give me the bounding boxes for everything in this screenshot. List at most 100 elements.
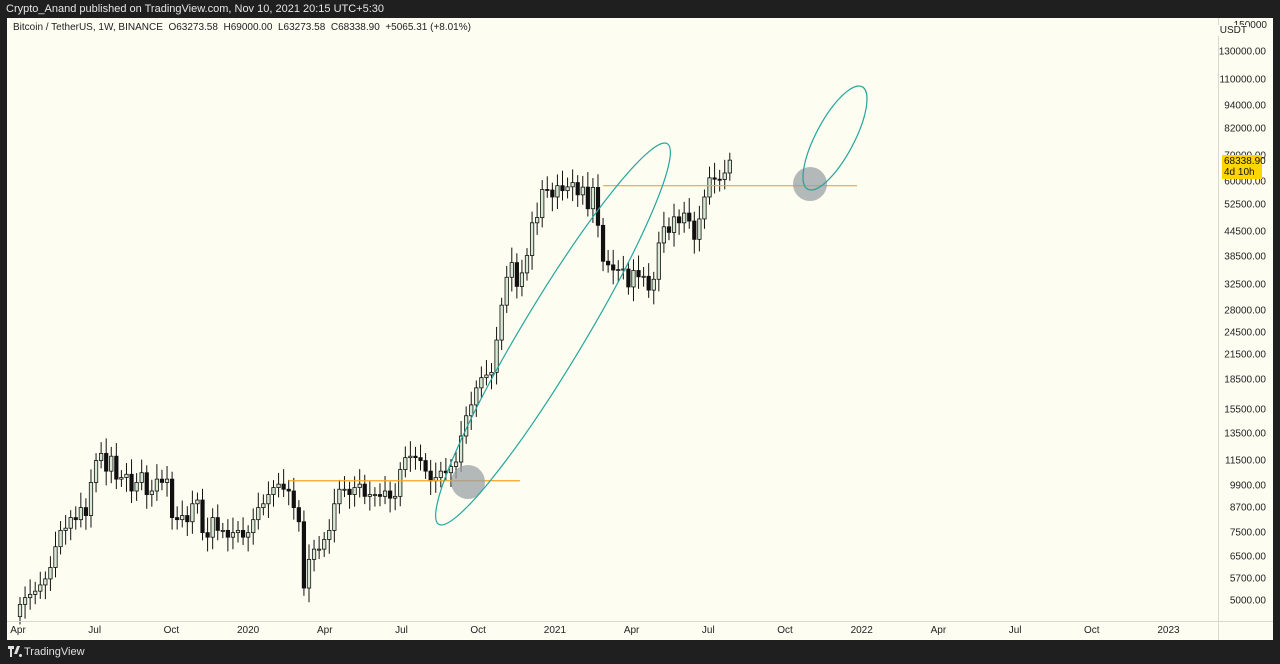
price-tick-label: 8700.00 — [1229, 502, 1266, 514]
candle-down — [291, 490, 296, 509]
candle-up — [489, 371, 494, 376]
price-tick-label: 52500.00 — [1224, 199, 1266, 211]
last-price-value: 68338.90 — [1224, 156, 1266, 167]
candle-down — [205, 532, 210, 538]
candle-up — [180, 515, 185, 521]
time-tick-label: Oct — [470, 625, 486, 636]
candle-down — [286, 488, 291, 492]
candle-up — [311, 548, 317, 560]
price-tick-label: 11500.00 — [1225, 455, 1266, 467]
price-tick-label: 9900.00 — [1229, 480, 1266, 492]
candle-up — [367, 494, 372, 497]
candle-up — [68, 517, 73, 529]
candle-up — [306, 558, 312, 589]
candle-down — [225, 529, 230, 538]
price-chart-canvas[interactable] — [7, 18, 1273, 640]
time-tick-label: 2020 — [236, 625, 260, 636]
time-tick-label: Oct — [777, 625, 793, 636]
candle-up — [499, 304, 504, 341]
projection-ellipse-2021 — [802, 85, 868, 191]
candle-up — [565, 186, 570, 192]
candle-down — [388, 490, 393, 499]
time-tick-label: Apr — [10, 625, 26, 636]
candle-up — [372, 494, 378, 496]
breakout-retest-circle-2021 — [793, 167, 827, 201]
candle-down — [73, 517, 78, 521]
price-axis-separator — [1218, 18, 1219, 640]
candle-up — [58, 529, 63, 548]
candle-down — [626, 268, 631, 288]
time-tick-label: Jul — [88, 625, 102, 636]
candle-up — [109, 455, 114, 472]
price-tick-label: 28000.00 — [1224, 305, 1266, 316]
candle-down — [595, 187, 601, 226]
candle-down — [550, 189, 555, 198]
candle-up — [438, 470, 443, 478]
candle-up — [671, 216, 677, 233]
candle-down — [185, 515, 190, 523]
candle-up — [524, 255, 530, 274]
candle-up — [48, 567, 53, 580]
time-axis-separator — [7, 621, 1273, 622]
candle-up — [342, 488, 347, 491]
candle-up — [337, 488, 342, 505]
legend-high: H69000.00 — [223, 22, 273, 33]
candle-up — [119, 477, 124, 480]
publisher-bar: Crypto_Anand published on TradingView.co… — [0, 0, 1280, 18]
time-tick-label: Apr — [317, 625, 333, 636]
candle-down — [129, 473, 134, 492]
time-tick-label: 2022 — [850, 625, 873, 636]
candle-up — [251, 519, 256, 534]
candle-up — [448, 466, 454, 474]
candle-down — [362, 483, 367, 497]
candle-down — [585, 186, 590, 210]
price-tick-label: 32500.00 — [1224, 279, 1266, 291]
candle-up — [246, 532, 251, 538]
price-tick-label: 60000.00 — [1224, 176, 1266, 188]
candle-up — [535, 217, 540, 224]
legend-close: C68338.90 — [330, 22, 380, 33]
candle-down — [413, 455, 418, 459]
candle-down — [159, 478, 165, 483]
price-tick-label: 5000.00 — [1229, 595, 1266, 607]
time-tick-label: Apr — [930, 625, 947, 636]
candle-down — [575, 182, 580, 196]
candle-up — [393, 495, 398, 499]
time-tick-label: 2021 — [543, 625, 567, 636]
candle-down — [114, 455, 119, 480]
candle-down — [611, 264, 616, 271]
candle-down — [428, 470, 433, 482]
candle-down — [712, 177, 717, 180]
candle-up — [327, 529, 332, 540]
candle-down — [646, 275, 651, 291]
candle-up — [17, 604, 23, 618]
bar-countdown: 4d 10h — [1224, 167, 1255, 178]
candle-down — [717, 178, 722, 181]
candle-up — [469, 404, 474, 417]
candle-up — [154, 478, 159, 492]
candle-down — [514, 262, 519, 287]
candle-up — [261, 503, 266, 509]
candle-up — [540, 189, 545, 218]
candle-down — [560, 185, 565, 192]
candle-up — [276, 483, 281, 488]
candle-down — [606, 260, 611, 266]
candle-up — [382, 490, 388, 497]
candle-up — [271, 487, 276, 495]
candle-up — [474, 387, 479, 406]
candle-up — [590, 187, 596, 210]
candle-down — [636, 270, 641, 278]
candle-down — [301, 521, 307, 589]
candle-up — [352, 487, 357, 495]
price-tick-label: 7500.00 — [1229, 527, 1266, 539]
candle-down — [215, 517, 220, 531]
candle-down — [666, 226, 672, 233]
candle-up — [682, 212, 687, 224]
candle-up — [43, 578, 48, 586]
legend-change: +5065.31 (+8.01%) — [385, 22, 471, 33]
candle-up — [697, 218, 702, 240]
candle-up — [641, 275, 646, 278]
chart-panel[interactable]: Bitcoin / TetherUS, 1W, BINANCE O63273.5… — [7, 18, 1273, 640]
candle-up — [702, 196, 707, 220]
candle-up — [22, 597, 28, 605]
